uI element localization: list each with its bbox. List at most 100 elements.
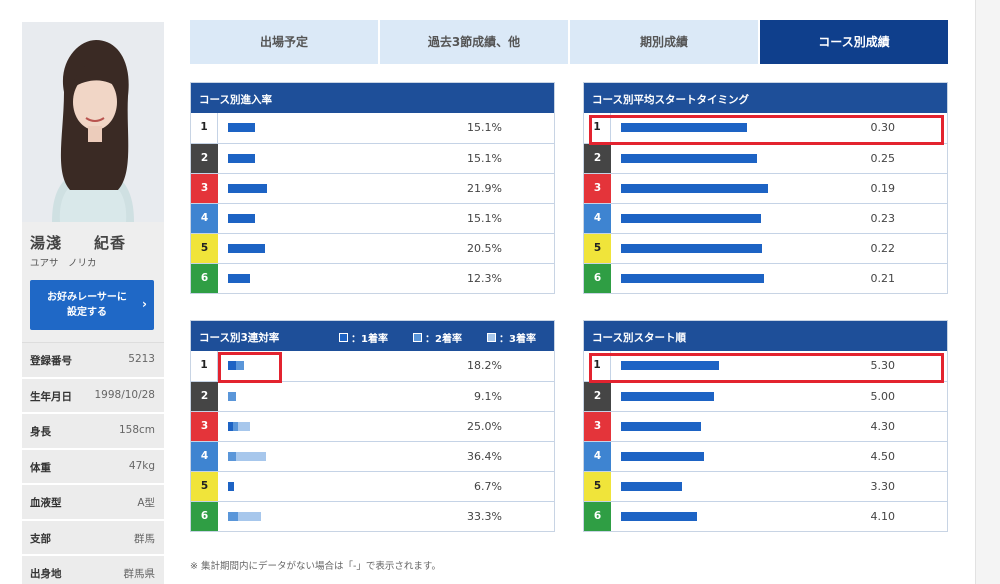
bar-segment bbox=[621, 184, 768, 193]
course-value: 21.9% bbox=[467, 182, 502, 195]
panel-header: コース別進入率 bbox=[191, 83, 554, 113]
course-row-6: 6 33.3% bbox=[191, 501, 554, 531]
bar-segment-3 bbox=[236, 452, 266, 461]
bar-segment bbox=[621, 274, 764, 283]
course-number: 1 bbox=[191, 351, 218, 381]
course-number: 6 bbox=[191, 264, 218, 293]
tab-course-results[interactable]: コース別成績 bbox=[760, 20, 948, 64]
bar-chart-bar bbox=[228, 154, 255, 163]
racer-portrait-image bbox=[22, 22, 164, 222]
bar-segment bbox=[621, 123, 747, 132]
bar-segment bbox=[621, 392, 714, 401]
course-row-3: 3 25.0% bbox=[191, 411, 554, 441]
panel-header: コース別平均スタートタイミング bbox=[584, 83, 947, 113]
info-label: 支部 bbox=[30, 532, 51, 545]
panel-course-entry-rate: コース別進入率 1 15.1% 2 15.1% 3 21.9% 4 15.1% 5 20.5% 6 1… bbox=[190, 82, 555, 294]
bar-chart-bar bbox=[228, 361, 244, 370]
info-row-weight: 体重 47kg bbox=[22, 449, 164, 485]
bar-chart-bar bbox=[621, 512, 697, 521]
course-number: 3 bbox=[584, 412, 611, 441]
course-value: 4.30 bbox=[870, 420, 896, 433]
panel-course-start-timing: コース別平均スタートタイミング 1 0.30 2 0.25 3 0.19 4 0.23 5 0.2… bbox=[583, 82, 948, 294]
info-row-birthdate: 生年月日 1998/10/28 bbox=[22, 378, 164, 414]
course-row-5: 5 0.22 bbox=[584, 233, 947, 263]
bar-chart-bar bbox=[228, 244, 265, 253]
tab-term-results[interactable]: 期別成績 bbox=[570, 20, 758, 64]
info-value: A型 bbox=[137, 497, 155, 509]
tab-schedule[interactable]: 出場予定 bbox=[190, 20, 378, 64]
info-row-hometown: 出身地 群馬県 bbox=[22, 556, 164, 584]
course-number: 2 bbox=[191, 382, 218, 411]
bar-chart-bar bbox=[228, 512, 261, 521]
legend-swatch bbox=[339, 333, 348, 342]
panel-title: コース別3連対率 bbox=[199, 332, 280, 344]
panel-course-start-order: コース別スタート順 1 5.30 2 5.00 3 4.30 4 4.50 5 3.30 6 4.10 bbox=[583, 320, 948, 532]
info-row-branch: 支部 群馬 bbox=[22, 520, 164, 556]
course-value: 9.1% bbox=[474, 390, 502, 403]
course-number: 3 bbox=[191, 174, 218, 203]
bar-segment bbox=[621, 244, 762, 253]
course-number: 4 bbox=[191, 204, 218, 233]
course-number: 2 bbox=[191, 144, 218, 173]
scrollbar-track[interactable] bbox=[975, 0, 1000, 584]
racer-name: 湯淺 紀香 bbox=[30, 234, 127, 252]
racer-photo bbox=[22, 22, 164, 222]
bar-chart-bar bbox=[621, 392, 714, 401]
bar-chart-bar bbox=[621, 154, 757, 163]
panel-title: コース別平均スタートタイミング bbox=[592, 94, 749, 106]
bar-segment-2 bbox=[228, 392, 236, 401]
course-row-2: 2 5.00 bbox=[584, 381, 947, 411]
course-row-1: 1 5.30 bbox=[584, 351, 947, 381]
info-row-blood-type: 血液型 A型 bbox=[22, 485, 164, 521]
panel-course-top3-rate: コース別3連対率 ：1着率 ：2着率 ：3着率 1 18.2% 2 9.1% 3 25.0… bbox=[190, 320, 555, 532]
course-row-4: 4 15.1% bbox=[191, 203, 554, 233]
course-row-4: 4 36.4% bbox=[191, 441, 554, 471]
course-value: 3.30 bbox=[870, 480, 896, 493]
course-row-3: 3 21.9% bbox=[191, 173, 554, 203]
tab-past-3-series[interactable]: 過去3節成績、他 bbox=[380, 20, 568, 64]
course-value: 4.10 bbox=[870, 510, 896, 523]
course-value: 0.21 bbox=[870, 272, 896, 285]
result-tabs: 出場予定 過去3節成績、他 期別成績 コース別成績 bbox=[190, 20, 948, 64]
bar-segment-1 bbox=[228, 482, 234, 491]
course-row-2: 2 15.1% bbox=[191, 143, 554, 173]
course-row-5: 5 6.7% bbox=[191, 471, 554, 501]
info-label: 出身地 bbox=[30, 568, 62, 580]
bar-chart-bar bbox=[228, 392, 236, 401]
course-value: 15.1% bbox=[467, 121, 502, 134]
chevron-right-icon: › bbox=[142, 297, 147, 311]
info-value: 1998/10/28 bbox=[94, 388, 155, 401]
course-value: 36.4% bbox=[467, 450, 502, 463]
bar-segment bbox=[228, 184, 267, 193]
course-row-5: 5 3.30 bbox=[584, 471, 947, 501]
bar-chart-bar bbox=[621, 361, 719, 370]
legend-swatch bbox=[487, 333, 496, 342]
course-number: 1 bbox=[584, 351, 611, 381]
course-value: 33.3% bbox=[467, 510, 502, 523]
info-label: 生年月日 bbox=[30, 390, 72, 403]
bar-chart-bar bbox=[228, 274, 250, 283]
panel-title: コース別進入率 bbox=[199, 94, 272, 106]
bar-segment bbox=[228, 154, 255, 163]
bar-segment bbox=[621, 452, 704, 461]
info-value: 158cm bbox=[118, 424, 155, 436]
course-value: 0.19 bbox=[870, 182, 896, 195]
course-row-5: 5 20.5% bbox=[191, 233, 554, 263]
course-number: 3 bbox=[584, 174, 611, 203]
info-row-register-number: 登録番号 5213 bbox=[22, 343, 164, 379]
info-value: 5213 bbox=[128, 353, 155, 365]
course-number: 5 bbox=[584, 472, 611, 501]
bar-chart-bar bbox=[228, 214, 255, 223]
favorite-button-line2: 設定する bbox=[67, 307, 107, 318]
course-value: 20.5% bbox=[467, 242, 502, 255]
legend-2nd-rate: ：2着率 bbox=[413, 330, 462, 345]
course-value: 12.3% bbox=[467, 272, 502, 285]
bar-chart-bar bbox=[228, 452, 266, 461]
info-label: 登録番号 bbox=[30, 355, 72, 367]
course-number: 5 bbox=[191, 234, 218, 263]
course-row-1: 1 18.2% bbox=[191, 351, 554, 381]
set-favorite-racer-button[interactable]: お好みレーサーに 設定する › bbox=[30, 280, 154, 330]
course-number: 5 bbox=[191, 472, 218, 501]
course-row-1: 1 15.1% bbox=[191, 113, 554, 143]
bar-segment bbox=[228, 244, 265, 253]
